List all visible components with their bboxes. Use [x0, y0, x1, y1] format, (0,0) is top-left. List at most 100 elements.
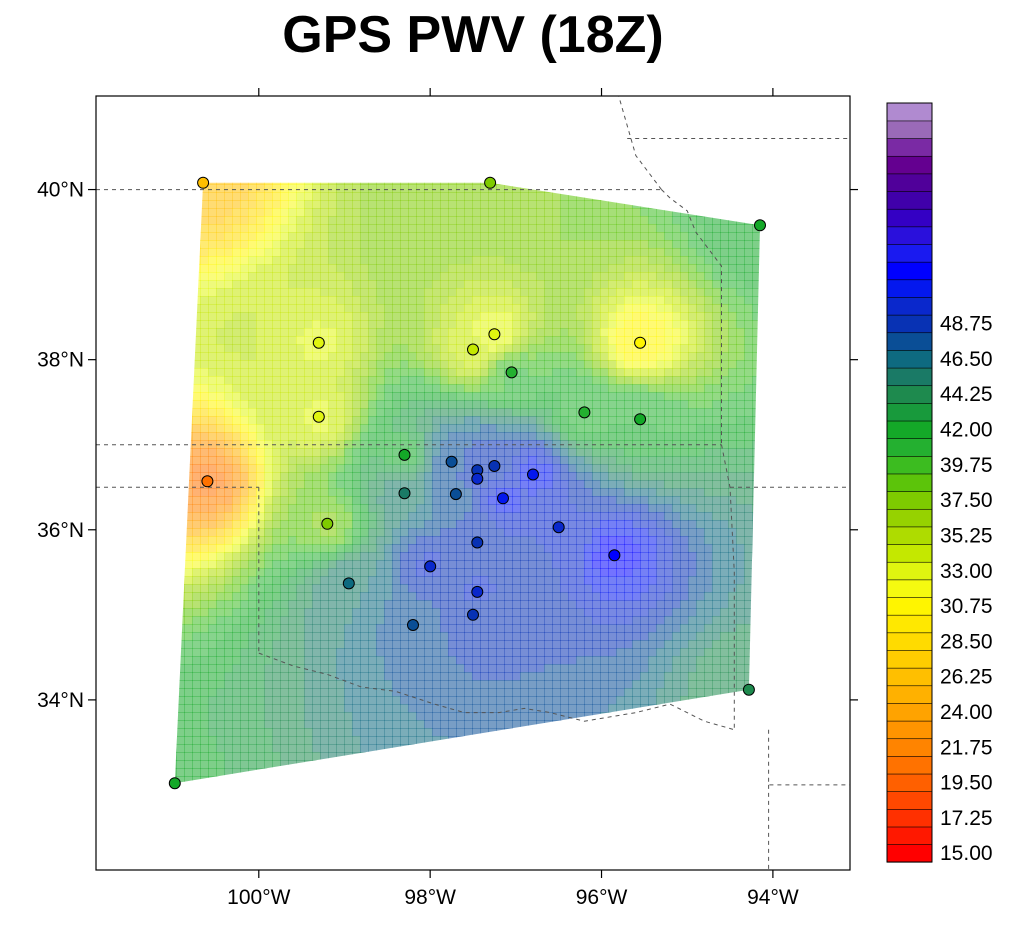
contour-cell	[272, 168, 281, 177]
contour-cell	[816, 432, 825, 441]
contour-cell	[720, 456, 729, 465]
contour-cell	[600, 104, 609, 113]
contour-cell	[408, 384, 417, 393]
contour-cell	[560, 488, 569, 497]
contour-cell	[120, 336, 129, 345]
contour-cell	[200, 104, 209, 113]
contour-cell	[248, 104, 257, 113]
contour-cell	[392, 96, 401, 105]
contour-cell	[384, 120, 393, 129]
contour-cell	[288, 240, 297, 249]
contour-cell	[280, 296, 289, 305]
contour-cell	[256, 472, 265, 481]
contour-cell	[288, 192, 297, 201]
contour-cell	[520, 432, 529, 441]
contour-cell	[680, 304, 689, 313]
contour-cell	[256, 152, 265, 161]
contour-cell	[776, 96, 785, 105]
contour-cell	[376, 496, 385, 505]
contour-cell	[240, 416, 249, 425]
contour-cell	[376, 432, 385, 441]
contour-cell	[576, 248, 585, 257]
contour-cell	[656, 368, 665, 377]
contour-cell	[680, 136, 689, 145]
contour-cell	[328, 400, 337, 409]
contour-cell	[392, 360, 401, 369]
contour-cell	[584, 448, 593, 457]
contour-cell	[768, 504, 777, 513]
contour-cell	[320, 392, 329, 401]
contour-cell	[680, 280, 689, 289]
contour-cell	[408, 224, 417, 233]
contour-cell	[744, 456, 753, 465]
contour-cell	[792, 152, 801, 161]
contour-cell	[616, 376, 625, 385]
contour-cell	[96, 200, 105, 209]
contour-cell	[392, 232, 401, 241]
contour-cell	[328, 464, 337, 473]
contour-cell	[576, 392, 585, 401]
contour-cell	[192, 456, 201, 465]
contour-cell	[560, 256, 569, 265]
contour-cell	[832, 168, 841, 177]
contour-cell	[536, 200, 545, 209]
contour-cell	[160, 464, 169, 473]
contour-cell	[504, 128, 513, 137]
contour-cell	[288, 272, 297, 281]
contour-cell	[592, 408, 601, 417]
contour-cell	[152, 200, 161, 209]
contour-cell	[136, 320, 145, 329]
contour-cell	[552, 192, 561, 201]
contour-cell	[128, 96, 137, 105]
contour-cell	[256, 488, 265, 497]
contour-cell	[720, 120, 729, 129]
contour-cell	[200, 232, 209, 241]
contour-cell	[152, 368, 161, 377]
contour-cell	[664, 96, 673, 105]
contour-cell	[736, 480, 745, 489]
contour-cell	[784, 448, 793, 457]
contour-cell	[656, 400, 665, 409]
contour-cell	[392, 208, 401, 217]
contour-cell	[672, 488, 681, 497]
contour-cell	[448, 216, 457, 225]
contour-cell	[128, 200, 137, 209]
contour-cell	[280, 288, 289, 297]
contour-cell	[544, 152, 553, 161]
contour-cell	[584, 152, 593, 161]
contour-cell	[216, 104, 225, 113]
contour-cell	[152, 472, 161, 481]
contour-cell	[688, 488, 697, 497]
contour-cell	[296, 488, 305, 497]
contour-cell	[784, 112, 793, 121]
contour-cell	[160, 128, 169, 137]
contour-cell	[616, 192, 625, 201]
contour-cell	[272, 480, 281, 489]
contour-cell	[232, 112, 241, 121]
contour-cell	[400, 232, 409, 241]
contour-cell	[800, 272, 809, 281]
contour-cell	[344, 336, 353, 345]
contour-cell	[696, 120, 705, 129]
contour-cell	[416, 464, 425, 473]
contour-cell	[264, 182, 273, 185]
contour-cell	[144, 384, 153, 393]
contour-cell	[248, 192, 257, 201]
contour-cell	[560, 408, 569, 417]
contour-cell	[536, 504, 545, 513]
contour-cell	[672, 448, 681, 457]
contour-cell	[568, 432, 577, 441]
contour-cell	[120, 392, 129, 401]
contour-cell	[440, 336, 449, 345]
contour-cell	[240, 304, 249, 313]
contour-cell	[368, 424, 377, 433]
contour-cell	[616, 456, 625, 465]
contour-cell	[240, 296, 249, 305]
contour-cell	[192, 304, 201, 313]
contour-cell	[672, 144, 681, 153]
contour-cell	[816, 128, 825, 137]
contour-cell	[728, 224, 737, 233]
contour-cell	[432, 416, 441, 425]
contour-cell	[120, 136, 129, 145]
contour-cell	[256, 464, 265, 473]
